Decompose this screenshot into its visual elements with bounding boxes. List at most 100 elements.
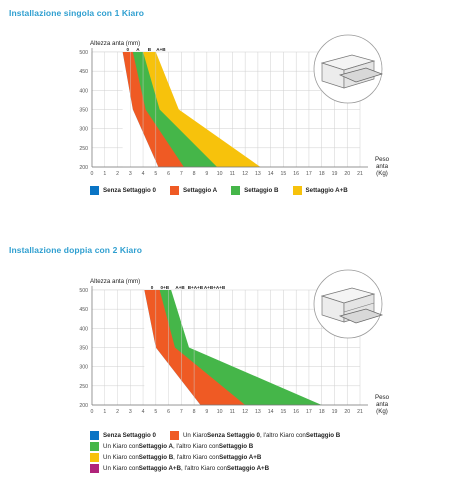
legend-double: Senza Settaggio 0 Un Kiaro Senza Settaggi…	[90, 430, 354, 474]
legend-row: Senza Settaggio 0 Settaggio A Settaggio B S…	[90, 186, 362, 195]
y-tick-label: 200	[79, 165, 88, 171]
series-top-label: A+B	[175, 285, 185, 290]
x-tick-label: 15	[281, 409, 287, 415]
x-tick-label: 3	[129, 409, 132, 415]
section-title-single: Installazione singola con 1 Kiaro	[9, 8, 145, 18]
x-axis-title-line: Peso	[375, 394, 390, 401]
legend-single: Senza Settaggio 0 Settaggio A Settaggio B S…	[90, 186, 362, 195]
legend-item: Senza Settaggio 0	[90, 186, 156, 195]
x-tick-label: 14	[268, 409, 274, 415]
series-top-label: 0	[126, 47, 129, 52]
x-tick-label: 19	[332, 409, 338, 415]
legend-label: Un Kiaro con	[103, 454, 139, 461]
legend-swatch	[90, 186, 99, 195]
x-tick-label: 16	[293, 409, 299, 415]
x-tick-label: 5	[154, 171, 157, 177]
x-tick-label: 12	[242, 409, 248, 415]
x-tick-label: 21	[357, 171, 363, 177]
legend-label: Settaggio A+B	[219, 454, 262, 461]
x-tick-label: 10	[217, 171, 223, 177]
legend-swatch	[90, 464, 99, 473]
x-tick-label: 1	[103, 409, 106, 415]
legend-item: Senza Settaggio 0	[90, 431, 156, 440]
legend-swatch	[292, 186, 302, 195]
y-tick-label: 200	[79, 403, 88, 409]
legend-label: Un Kiaro con	[103, 443, 139, 450]
legend-label: Settaggio A+B	[305, 187, 348, 194]
legend-label: Un Kiaro con	[103, 465, 139, 472]
legend-label: Settaggio B	[305, 432, 341, 439]
x-tick-label: 2	[116, 171, 119, 177]
area-blank	[92, 290, 201, 405]
legend-row: Un Kiaro con Settaggio A+B, l'altro Kiar…	[90, 463, 354, 474]
x-tick-label: 12	[242, 171, 248, 177]
legend-item: Settaggio A	[169, 186, 217, 195]
legend-label: Settaggio A	[138, 443, 173, 450]
series-top-label: A+B	[156, 47, 166, 52]
x-tick-label: 6	[167, 171, 170, 177]
y-axis-title: Altezza anta (mm)	[90, 278, 140, 285]
cabinet-single-drawer-icon	[313, 34, 384, 104]
legend-item: Settaggio B	[231, 186, 279, 195]
legend-item: Un Kiaro con Settaggio A, l'altro Kiaro …	[90, 442, 253, 451]
y-tick-label: 250	[79, 146, 88, 152]
x-tick-label: 0	[91, 409, 94, 415]
legend-label: , l'altro Kiaro con	[172, 443, 219, 450]
x-tick-label: 4	[142, 171, 145, 177]
legend-label: , l'altro Kiaro con	[173, 454, 220, 461]
chart-double: 0 1 2 3 4 5 6 7 8 9 10 11 12 13 14 15 16 17 18 19 20 21200250…	[79, 278, 390, 415]
legend-label: Settaggio B	[138, 454, 174, 461]
y-tick-label: 350	[79, 108, 88, 114]
x-tick-label: 6	[167, 409, 170, 415]
legend-label: , l'altro Kiaro con	[181, 465, 227, 472]
y-tick-label: 450	[79, 69, 88, 75]
legend-item: Un Kiaro Senza Settaggio 0, l'altro Kiar…	[169, 431, 341, 440]
x-tick-label: 14	[268, 171, 274, 177]
x-axis-title-line: (Kg)	[376, 408, 388, 415]
x-tick-label: 15	[281, 171, 287, 177]
y-tick-label: 300	[79, 365, 88, 371]
x-tick-label: 19	[332, 171, 338, 177]
y-tick-label: 350	[79, 346, 88, 352]
legend-label: Settaggio B	[244, 187, 279, 194]
x-tick-label: 9	[205, 409, 208, 415]
cabinet-double-drawer-icon	[313, 269, 384, 339]
y-tick-label: 450	[79, 307, 88, 313]
legend-label: , l'altro Kiaro con	[259, 432, 306, 439]
y-tick-label: 250	[79, 384, 88, 390]
series-top-label: A+B+A+B	[204, 285, 226, 290]
x-axis-title-line: Peso	[375, 156, 390, 163]
x-tick-label: 7	[180, 171, 183, 177]
y-axis-title: Altezza anta (mm)	[90, 40, 140, 47]
series-top-label: B+A+B	[188, 285, 204, 290]
series-top-label: 0	[151, 285, 154, 290]
x-axis-title-line: anta	[376, 163, 389, 170]
legend-row: Un Kiaro con Settaggio B, l'altro Kiaro …	[90, 452, 354, 463]
section-title-double: Installazione doppia con 2 Kiaro	[9, 245, 143, 255]
legend-swatch	[90, 442, 99, 451]
legend-row: Un Kiaro con Settaggio A, l'altro Kiaro …	[90, 441, 354, 452]
x-axis-title-line: (Kg)	[376, 170, 388, 177]
area-blank	[92, 52, 159, 167]
legend-row: Senza Settaggio 0 Un Kiaro Senza Settaggi…	[90, 430, 354, 441]
x-tick-label: 8	[193, 171, 196, 177]
legend-swatch	[90, 453, 99, 462]
x-tick-label: 17	[306, 171, 312, 177]
legend-label: Senza Settaggio 0	[103, 187, 156, 194]
x-tick-label: 0	[91, 171, 94, 177]
legend-swatch	[231, 186, 241, 195]
legend-label: Senza Settaggio 0	[207, 432, 260, 439]
x-tick-label: 21	[357, 409, 363, 415]
legend-swatch	[90, 431, 99, 440]
legend-item: Settaggio A+B	[292, 186, 348, 195]
legend-swatch	[169, 186, 179, 195]
y-tick-label: 300	[79, 127, 88, 133]
x-tick-label: 17	[306, 409, 312, 415]
series-top-label: A	[136, 47, 140, 52]
legend-label: Senza Settaggio 0	[103, 432, 156, 439]
series-top-label: 0+B	[160, 285, 169, 290]
y-tick-label: 500	[79, 50, 88, 56]
legend-swatch	[169, 431, 179, 440]
x-tick-label: 18	[319, 409, 325, 415]
legend-label: Un Kiaro	[182, 432, 208, 439]
